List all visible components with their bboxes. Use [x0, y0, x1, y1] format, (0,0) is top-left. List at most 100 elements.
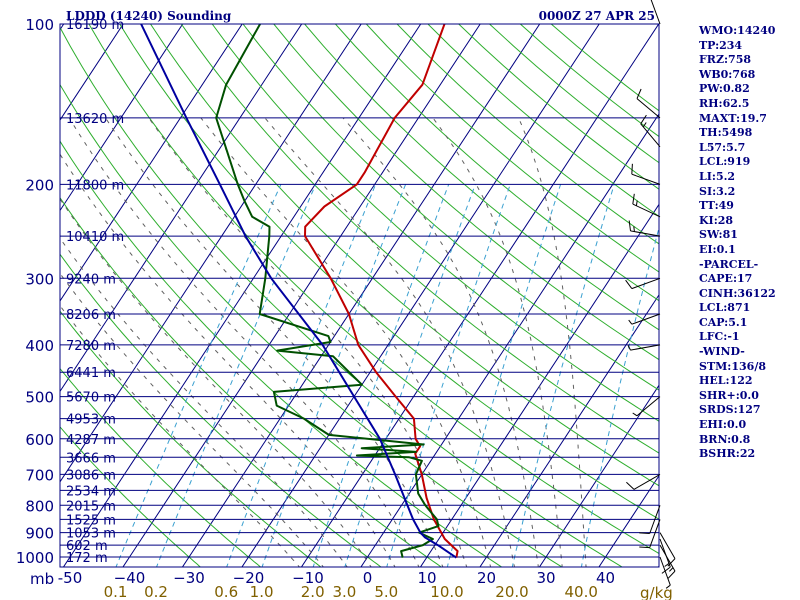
mixing-ratio-line [386, 184, 511, 567]
isotherm-line [60, 24, 184, 212]
wind-barb [627, 344, 661, 351]
wind-barb [650, 0, 661, 25]
sounding-datetime: 0000Z 27 APR 25 [539, 9, 655, 23]
height-label: 1525 m [66, 513, 116, 528]
index-value: CAP:5.1 [699, 315, 748, 329]
mixing-ratio-label: 3.0 [332, 583, 356, 600]
wind-barb [628, 220, 661, 237]
isotherm-line [419, 203, 659, 567]
index-value: SW:81 [699, 228, 738, 242]
index-value: TP:234 [699, 38, 743, 52]
index-value: KI:28 [699, 213, 734, 227]
dry-adiabat-line [304, 24, 659, 331]
index-value: LI:5.2 [699, 169, 736, 183]
series-layer [140, 24, 459, 559]
isotherm-line [241, 24, 600, 567]
moist-adiabat-line [200, 117, 492, 567]
index-value: RH:62.5 [699, 96, 750, 110]
mixing-ratio-line [155, 184, 317, 567]
height-label: 2015 m [66, 499, 116, 514]
pressure-tick-label: 400 [25, 337, 54, 355]
indices-panel: WMO:14240 TP:234 FRZ:758 WB0:768 PW:0.82 RH:6… [699, 24, 799, 462]
index-value: CINH:36122 [699, 286, 776, 300]
temperature-tick-label: −10 [292, 569, 324, 587]
dry-adiabat-line [60, 196, 443, 567]
temperature-tick-label: 0 [363, 569, 373, 587]
index-value: SHR+:0.0 [699, 388, 759, 402]
pressure-tick-label: 100 [25, 16, 54, 34]
mixing-ratio-label: 20.0 [495, 583, 528, 600]
temperature-tick-label: 10 [417, 569, 436, 587]
pressure-tick-label: 900 [25, 525, 54, 543]
temperature-tick-label: 20 [477, 569, 496, 587]
dry-adiabat-line [60, 310, 322, 567]
isotherm-line [60, 24, 65, 31]
wind-barb [626, 473, 661, 490]
temperature-profile-line [304, 24, 459, 558]
index-value: EHI:0.0 [699, 418, 747, 432]
mixing-ratio-line [226, 184, 377, 567]
height-label: 172 m [66, 551, 108, 566]
index-value: TH:5498 [699, 126, 753, 140]
mixing-ratio-label: 2.0 [301, 583, 325, 600]
index-value: FRZ:758 [699, 53, 752, 67]
height-label: 602 m [66, 539, 108, 554]
height-label: 5670 m [66, 391, 116, 406]
height-label: 11800 m [66, 178, 124, 193]
index-value: CAPE:17 [699, 272, 753, 286]
temperature-tick-label: 40 [596, 569, 615, 587]
pressure-tick-label: 300 [25, 270, 54, 288]
pressure-unit-label: mb [30, 570, 54, 588]
dry-adiabat-line [273, 24, 659, 361]
wind-barb [636, 88, 661, 119]
index-value: HEL:122 [699, 374, 753, 388]
isotherm-line [60, 24, 303, 393]
temperature-tick-label: -50 [58, 569, 83, 587]
index-value: WMO:14240 [699, 24, 776, 37]
mixing-ratio-label: 1.0 [250, 583, 274, 600]
height-label: 7280 m [66, 339, 116, 354]
wind-barb [632, 193, 661, 218]
dry-adiabat-line [60, 83, 563, 567]
height-label: 8206 m [66, 308, 116, 323]
wind-barb [628, 313, 661, 325]
wind-barb [640, 114, 661, 148]
index-value: SI:3.2 [699, 184, 736, 198]
mixing-ratio-line [261, 184, 407, 567]
wind-barb [659, 544, 676, 580]
mixing-ratio-unit-label: g/kg [640, 584, 673, 600]
mixing-ratio-label: 0.2 [144, 583, 168, 600]
index-value: BSHR:22 [699, 447, 756, 461]
station-title: LDDD (14240) Sounding [66, 9, 232, 23]
index-value: EI:0.1 [699, 242, 736, 256]
index-value: WB0:768 [699, 67, 756, 81]
pressure-tick-label: 600 [25, 431, 54, 449]
temperature-tick-label: −30 [173, 569, 205, 587]
pressure-tick-label: 1000 [16, 549, 54, 567]
isotherm-line [538, 384, 659, 567]
isotherm-line [60, 24, 362, 483]
dry-adiabat-line [119, 24, 659, 520]
height-label: 13620 m [66, 112, 124, 127]
height-label: 16190 m [66, 18, 124, 33]
mixing-ratio-line [580, 226, 659, 567]
dry-adiabat-line [150, 24, 659, 487]
mixing-ratio-label: 0.1 [104, 583, 128, 600]
dry-adiabat-line [60, 426, 202, 567]
mixing-ratio-line [115, 184, 282, 567]
mixing-ratio-label: 10.0 [430, 583, 463, 600]
dry-adiabat-line [335, 24, 659, 302]
index-value: MAXT:19.7 [699, 111, 767, 125]
temperature-tick-label: −20 [233, 569, 265, 587]
moist-adiabat-line [342, 117, 539, 567]
dry-adiabat-line [242, 24, 659, 391]
pressure-tick-label: 500 [25, 389, 54, 407]
index-value: -WIND- [699, 345, 745, 359]
parcel-profile-line [140, 24, 457, 559]
index-value: LCL:919 [699, 155, 751, 169]
isobar-layer [60, 23, 659, 558]
index-value: TT:49 [699, 199, 734, 213]
dry-adiabat-line [60, 26, 623, 567]
isotherm-line [598, 474, 659, 567]
